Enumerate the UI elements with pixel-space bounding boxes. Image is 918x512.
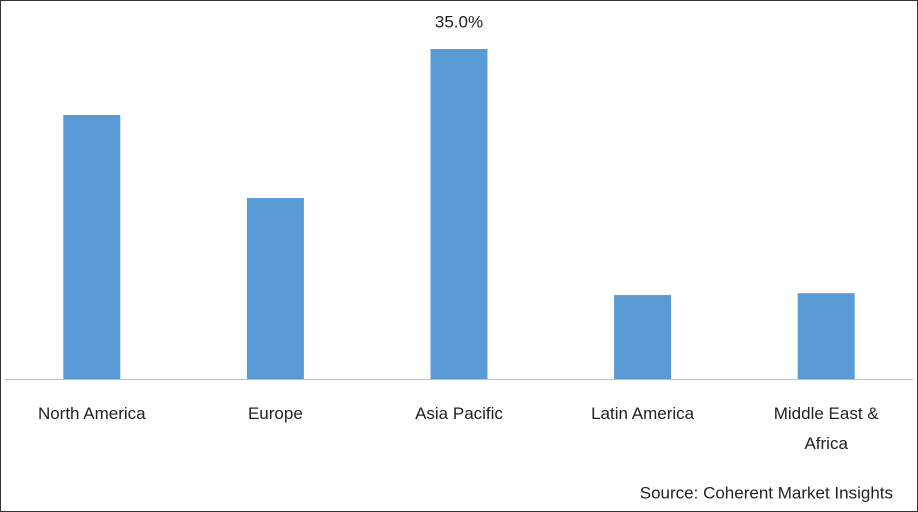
bar (246, 197, 304, 379)
data-label: 35.0% (435, 12, 483, 31)
x-tick-label: Middle East & Africa (773, 404, 879, 453)
x-tick-label: Europe (247, 404, 303, 423)
x-tick-label-box: Europe (247, 404, 303, 423)
x-tick-label: North America (37, 404, 146, 423)
bar (63, 115, 121, 379)
bar (614, 295, 672, 379)
x-tick-label: Latin America (591, 404, 695, 423)
x-tick-label-box: Latin America (591, 404, 695, 423)
bar (430, 49, 488, 379)
x-tick-label-box: Asia Pacific (415, 404, 503, 423)
source-note: Source: Coherent Market Insights (640, 483, 893, 502)
x-tick-label: Asia Pacific (415, 404, 503, 423)
x-tick-label-box: North America (37, 404, 146, 423)
bar (797, 293, 855, 379)
x-tick-label-box: Middle East & Africa (773, 404, 879, 453)
